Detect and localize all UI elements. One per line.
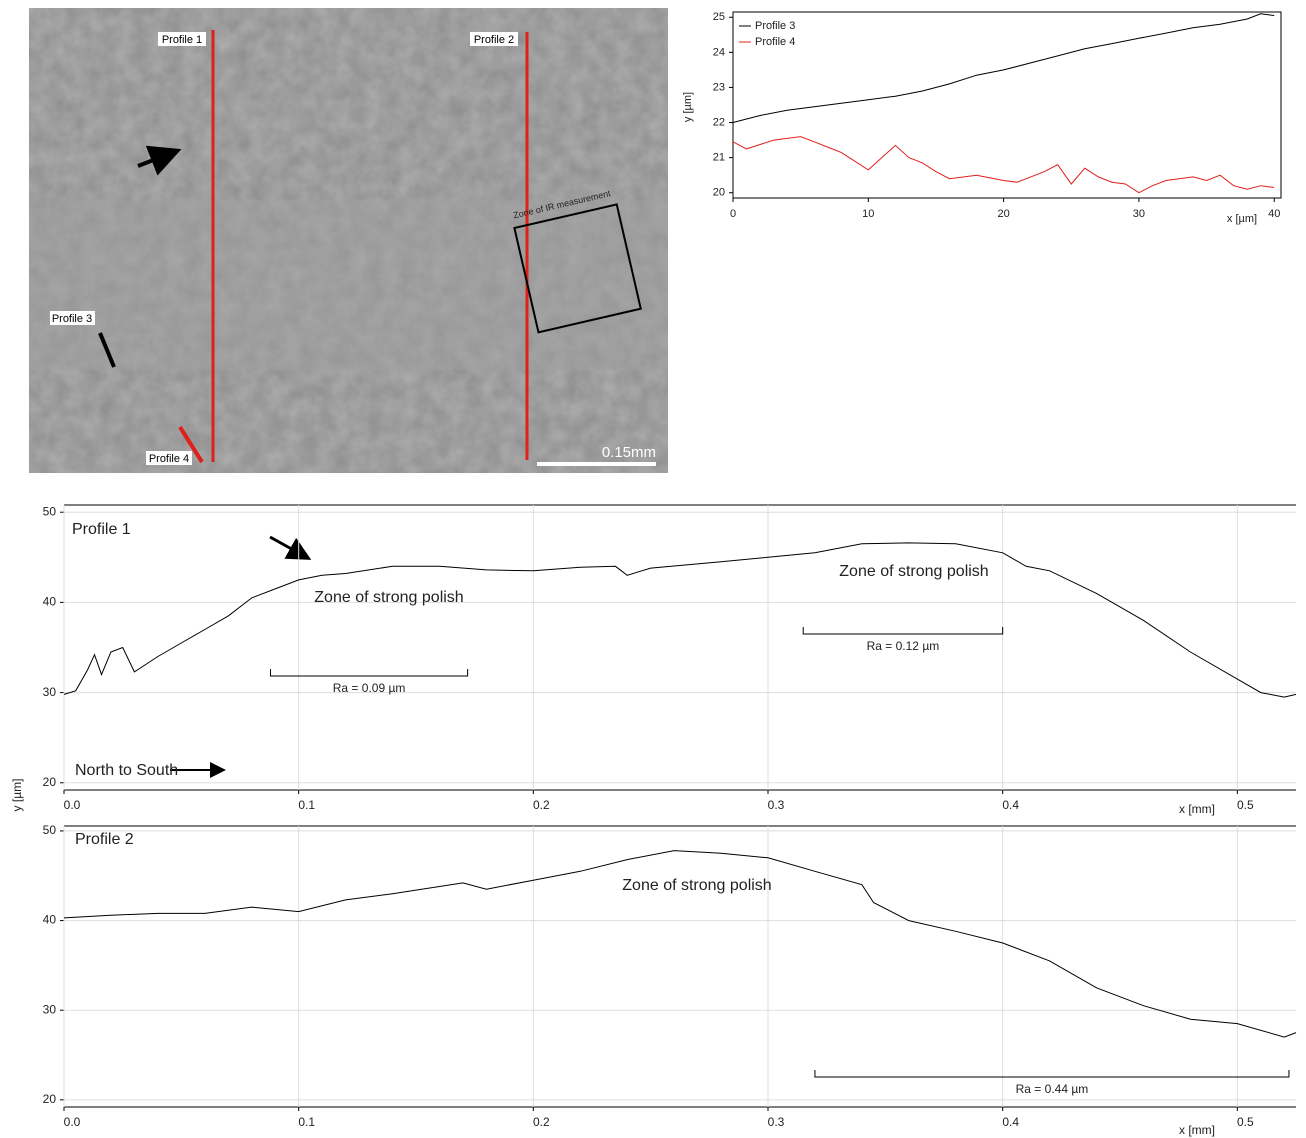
x-axis-label: x [mm] bbox=[1179, 802, 1215, 816]
x-tick-label: 0.5 bbox=[1237, 1115, 1254, 1129]
ra-bracket bbox=[803, 627, 1002, 634]
data-line bbox=[733, 14, 1274, 123]
x-tick-label: 20 bbox=[997, 208, 1009, 220]
y-axis-label: y [µm] bbox=[682, 92, 694, 122]
profile-label: Profile 3 bbox=[52, 313, 92, 325]
plot-frame bbox=[733, 12, 1281, 198]
ra-label: Ra = 0.09 µm bbox=[333, 681, 406, 695]
y-tick-label: 50 bbox=[43, 504, 57, 518]
page: { "image": {"profile_labels": ["Profile … bbox=[0, 0, 1306, 1138]
x-tick-label: 10 bbox=[862, 208, 874, 220]
x-tick-label: 0.3 bbox=[768, 1115, 785, 1129]
y-tick-label: 25 bbox=[713, 11, 725, 23]
annotation: Zone of strong polish bbox=[314, 589, 463, 606]
profile-label: Profile 4 bbox=[149, 453, 189, 465]
annotation: Zone of strong polish bbox=[839, 563, 988, 580]
x-tick-label: 0.4 bbox=[1002, 798, 1019, 812]
x-tick-label: 30 bbox=[1133, 208, 1145, 220]
x-tick-label: 0 bbox=[730, 208, 736, 220]
data-line bbox=[64, 543, 1296, 697]
y-tick-label: 23 bbox=[713, 81, 725, 93]
profile-label: Profile 2 bbox=[474, 34, 514, 46]
x-tick-label: 0.3 bbox=[768, 798, 785, 812]
x-tick-label: 40 bbox=[1268, 208, 1280, 220]
annotation: Zone of strong polish bbox=[622, 877, 771, 894]
x-tick-label: 0.0 bbox=[64, 798, 81, 812]
chart-title: Profile 2 bbox=[75, 831, 134, 848]
legend-label: Profile 4 bbox=[755, 36, 795, 48]
y-tick-label: 24 bbox=[713, 46, 725, 58]
data-line bbox=[733, 137, 1274, 193]
ra-bracket bbox=[271, 669, 468, 676]
profile-label: Profile 1 bbox=[162, 34, 202, 46]
ra-label: Ra = 0.12 µm bbox=[867, 639, 940, 653]
y-tick-label: 20 bbox=[43, 1092, 57, 1106]
x-tick-label: 0.2 bbox=[533, 798, 550, 812]
ra-label: Ra = 0.44 µm bbox=[1016, 1082, 1089, 1096]
y-tick-label: 20 bbox=[713, 187, 725, 199]
x-tick-label: 0.5 bbox=[1237, 798, 1254, 812]
x-tick-label: 0.2 bbox=[533, 1115, 550, 1129]
x-axis-label: x [mm] bbox=[1179, 1123, 1215, 1137]
chart-title: Profile 1 bbox=[72, 521, 131, 538]
y-tick-label: 21 bbox=[713, 152, 725, 164]
ra-bracket bbox=[815, 1070, 1289, 1077]
x-tick-label: 0.4 bbox=[1002, 1115, 1019, 1129]
annotation: North to South bbox=[75, 762, 178, 779]
x-tick-label: 0.0 bbox=[64, 1115, 81, 1129]
x-tick-label: 0.1 bbox=[298, 1115, 315, 1129]
x-axis-label: x [µm] bbox=[1227, 213, 1257, 225]
y-tick-label: 40 bbox=[43, 913, 57, 927]
y-axis-label: y [µm] bbox=[10, 779, 24, 812]
sem-image: Profile 1 Profile 2 Profile 3 Profile 4 … bbox=[29, 8, 668, 473]
y-tick-label: 30 bbox=[43, 1002, 57, 1016]
legend-label: Profile 3 bbox=[755, 20, 795, 32]
x-tick-label: 0.1 bbox=[298, 798, 315, 812]
y-tick-label: 40 bbox=[43, 595, 57, 609]
scale-bar-label: 0.15mm bbox=[602, 444, 656, 461]
figure: Profile 1 Profile 2 Profile 3 Profile 4 … bbox=[0, 0, 1306, 1138]
y-tick-label: 50 bbox=[43, 823, 57, 837]
y-tick-label: 22 bbox=[713, 116, 725, 128]
y-tick-label: 30 bbox=[43, 685, 57, 699]
arrow bbox=[270, 537, 306, 557]
y-tick-label: 20 bbox=[43, 775, 57, 789]
